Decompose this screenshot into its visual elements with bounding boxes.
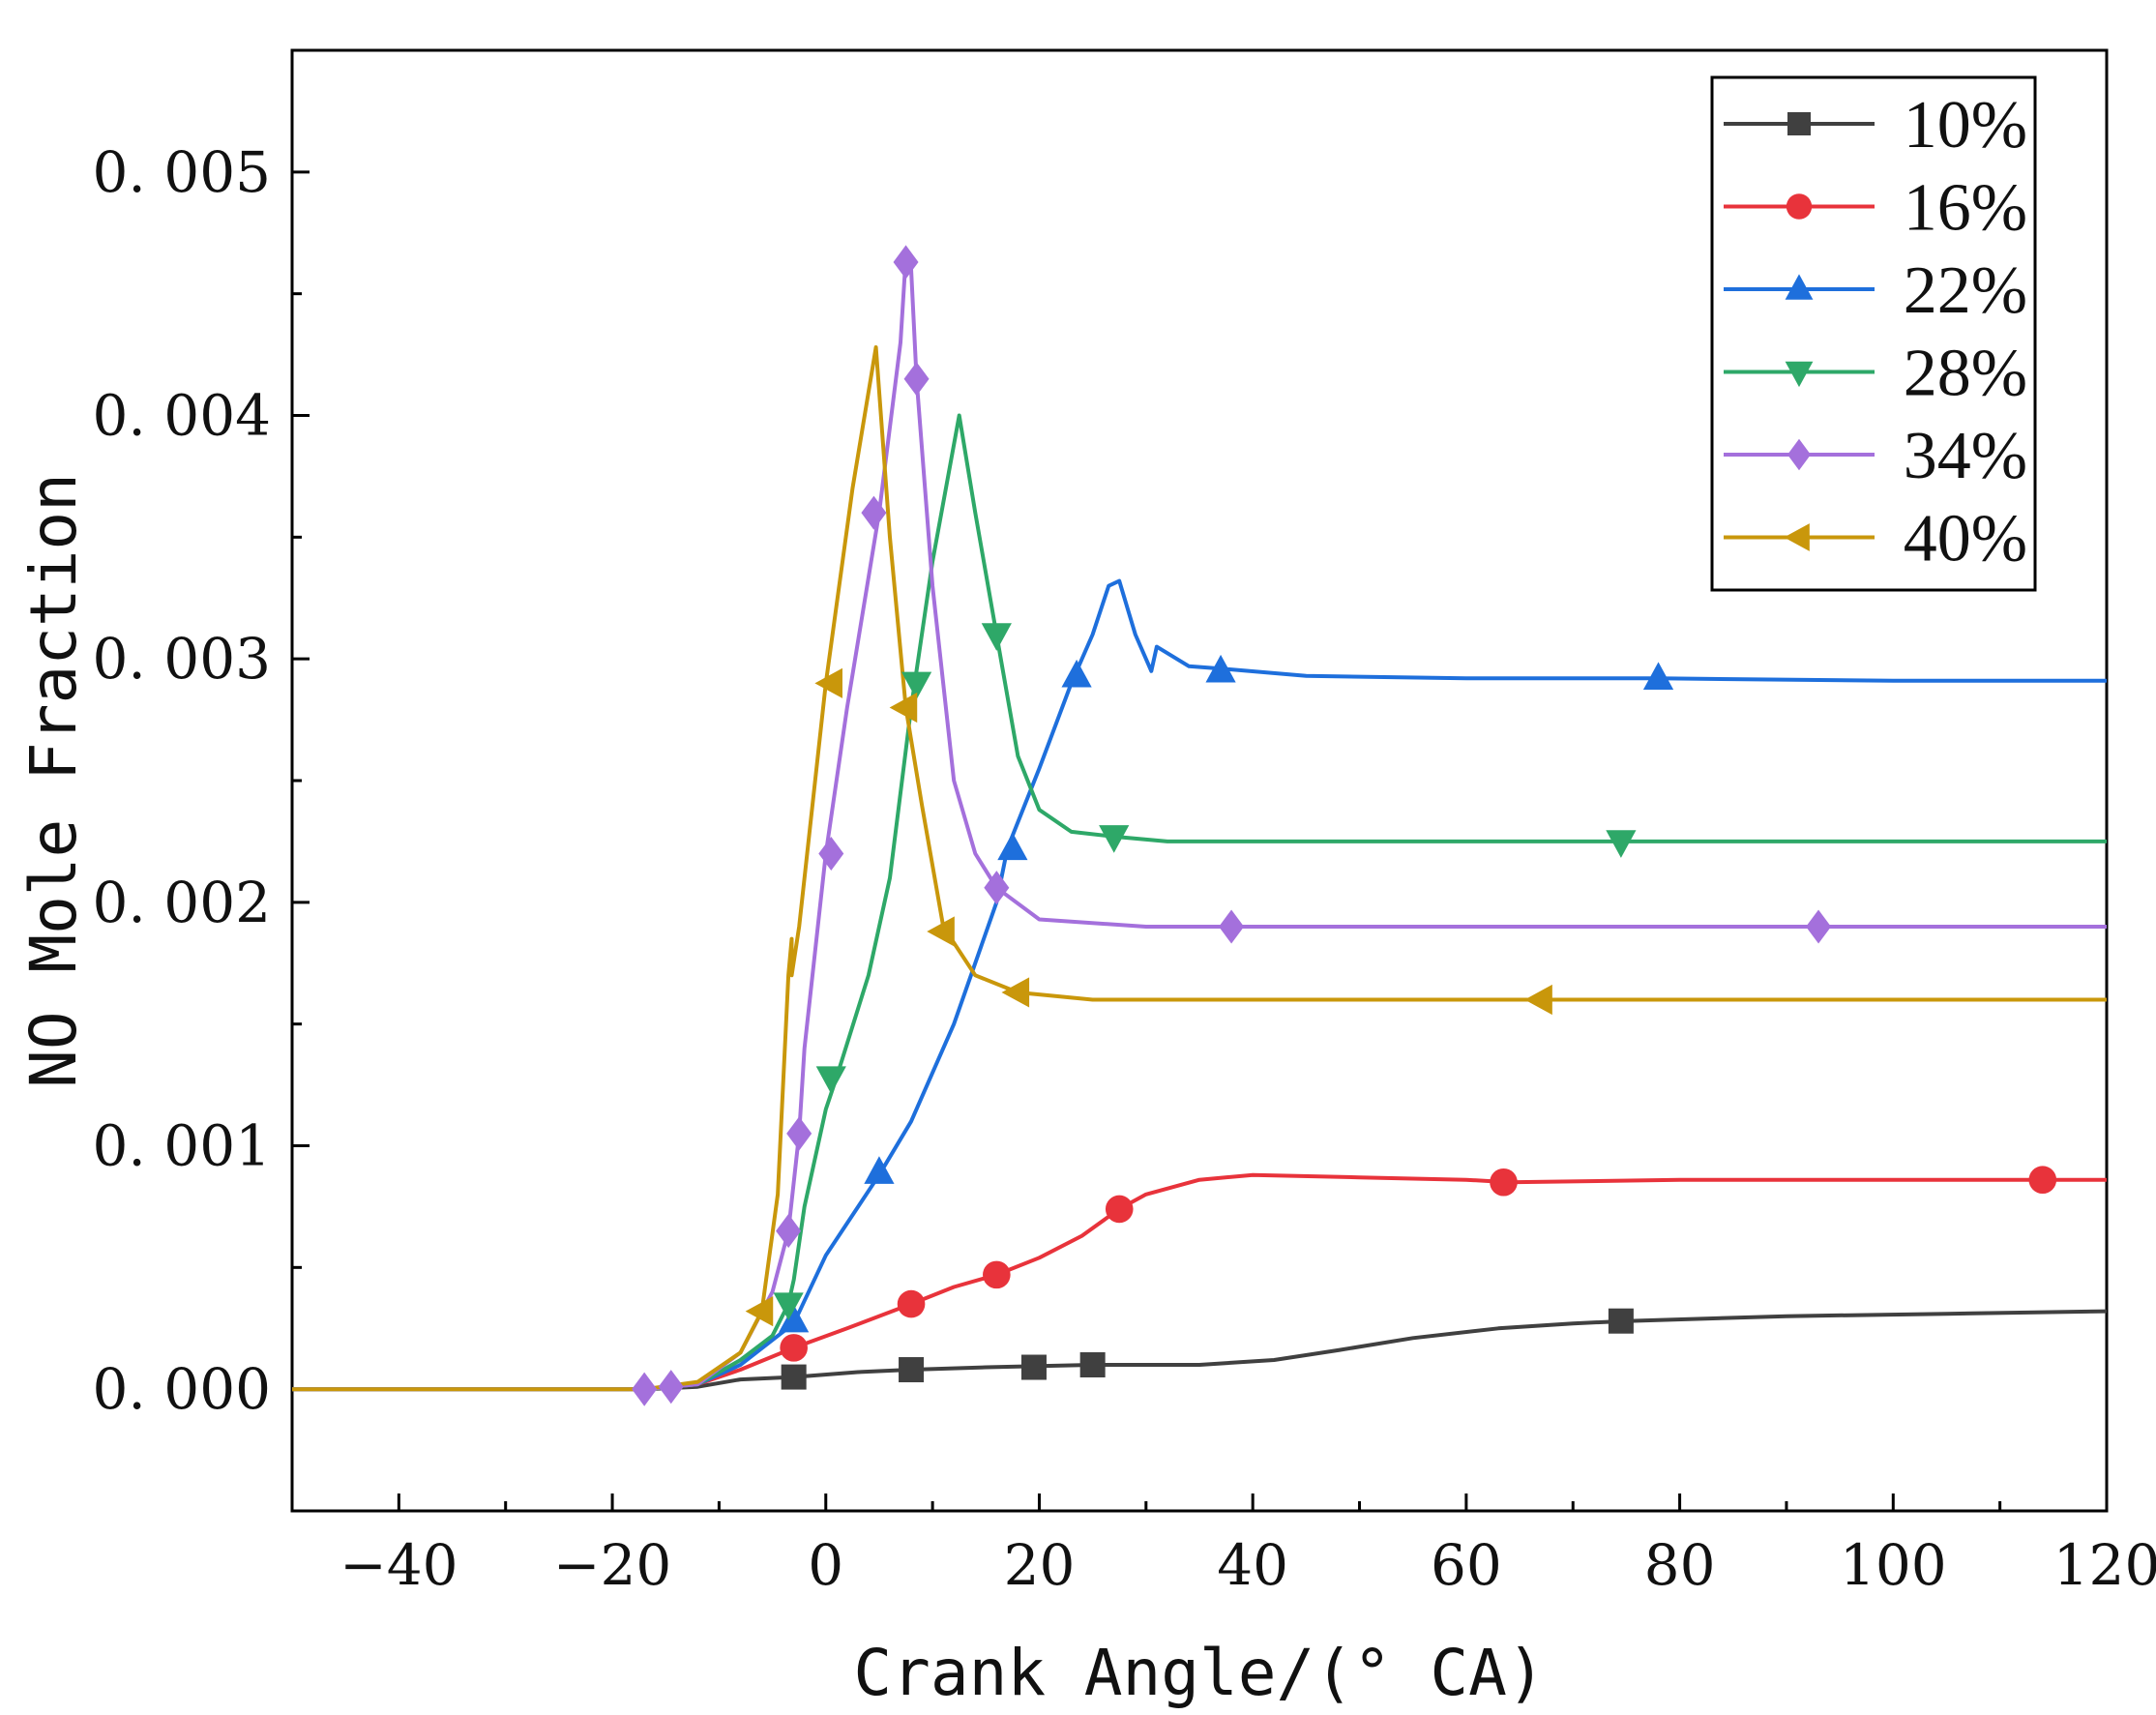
- data-point-28: [1099, 825, 1130, 853]
- x-tick-label: 100: [1840, 1532, 1947, 1598]
- y-tick-label: 0. 002: [93, 870, 271, 935]
- legend-label-10: 10%: [1904, 88, 2027, 163]
- y-axis-title: NO Mole Fraction: [16, 473, 91, 1088]
- data-point-22: [779, 1304, 810, 1333]
- legend-marker-34: [1787, 438, 1811, 471]
- data-point-34: [786, 1116, 812, 1151]
- data-point-22: [1061, 659, 1092, 688]
- legend-items: 10% 16%22% 28% 34% 40%: [1724, 88, 2027, 577]
- data-point-34: [1219, 909, 1245, 944]
- data-point-40: [927, 916, 955, 947]
- data-point-16: [1490, 1168, 1518, 1197]
- x-tick-label: −40: [340, 1532, 458, 1598]
- data-point-28: [1606, 830, 1637, 858]
- data-point-16: [983, 1260, 1011, 1289]
- data-point-34: [861, 495, 887, 530]
- legend-label-34: 34%: [1904, 419, 2027, 493]
- data-point-34: [818, 836, 844, 872]
- y-tick-label: 0. 004: [93, 383, 271, 449]
- data-point-34: [658, 1370, 684, 1405]
- legend-marker-40: [1784, 523, 1810, 551]
- series-line-16: [292, 1172, 2107, 1392]
- series-line-22: [292, 578, 2107, 1392]
- data-point-16: [897, 1289, 926, 1318]
- x-tick-label: 80: [1644, 1532, 1716, 1598]
- data-point-10: [1020, 1354, 1047, 1380]
- series-markers: [632, 245, 2057, 1406]
- legend-label-40: 40%: [1904, 502, 2027, 577]
- data-point-34: [893, 245, 919, 280]
- x-tick-label: −20: [553, 1532, 671, 1598]
- data-point-10: [899, 1357, 925, 1383]
- data-point-28: [815, 1066, 846, 1094]
- legend-label-16: 16%: [1904, 171, 2027, 246]
- data-point-28: [773, 1292, 804, 1320]
- x-tick-label: 120: [2053, 1532, 2156, 1598]
- x-tick-label: 0: [808, 1532, 843, 1598]
- data-point-22: [997, 832, 1028, 861]
- data-point-40: [1001, 977, 1030, 1008]
- data-point-40: [745, 1296, 774, 1327]
- legend-label-28: 28%: [1904, 337, 2027, 411]
- series-line-28: [292, 413, 2107, 1392]
- data-point-34: [632, 1372, 658, 1406]
- y-tick-label: 0. 005: [93, 139, 271, 205]
- legend-marker-28: [1785, 361, 1814, 388]
- x-tick-label: 60: [1431, 1532, 1502, 1598]
- x-axis-title: Crank Angle/(° CA): [853, 1636, 1545, 1710]
- data-point-40: [1524, 984, 1552, 1016]
- legend-marker-10: [1787, 112, 1811, 135]
- data-point-28: [901, 671, 932, 700]
- y-tick-label: 0. 001: [93, 1113, 271, 1179]
- legend-marker-16: [1786, 193, 1813, 220]
- data-point-40: [889, 692, 918, 724]
- y-tick-label: 0. 003: [93, 626, 271, 692]
- data-point-34: [984, 871, 1010, 905]
- data-point-10: [1608, 1308, 1634, 1334]
- data-point-16: [780, 1334, 808, 1362]
- legend: 10% 16%22% 28% 34% 40%: [1710, 75, 2037, 592]
- data-point-16: [1105, 1195, 1134, 1224]
- x-tick-label: 20: [1004, 1532, 1076, 1598]
- data-point-22: [1642, 662, 1674, 690]
- data-point-40: [814, 667, 842, 698]
- data-point-34: [903, 362, 930, 397]
- legend-box: [1710, 75, 2037, 592]
- data-point-34: [1806, 909, 1832, 944]
- data-point-28: [981, 623, 1012, 651]
- data-point-10: [781, 1364, 807, 1390]
- legend-label-22: 22%: [1904, 253, 2027, 328]
- series-line-10: [292, 1309, 2107, 1392]
- axis-ticks: −40 −20 0 20 40 60 80 100 120 0. 000 0. 001 0. 002 0…: [93, 139, 2156, 1598]
- data-point-10: [1079, 1352, 1106, 1377]
- x-tick-label: 40: [1217, 1532, 1288, 1598]
- data-point-16: [2028, 1166, 2057, 1195]
- data-point-34: [776, 1214, 802, 1249]
- data-point-22: [1205, 654, 1236, 683]
- legend-marker-22: [1785, 274, 1814, 300]
- data-point-22: [864, 1156, 895, 1184]
- y-tick-label: 0. 000: [93, 1356, 271, 1422]
